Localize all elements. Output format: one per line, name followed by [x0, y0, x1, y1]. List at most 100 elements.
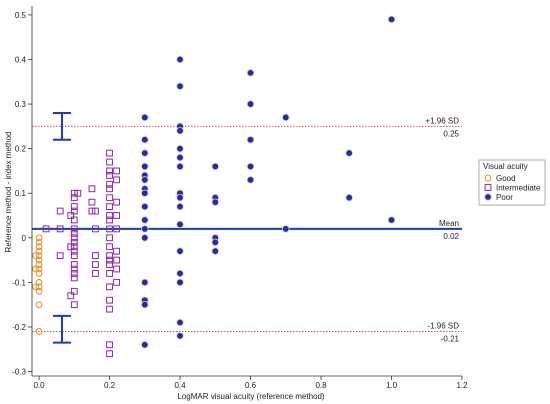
y-tick-label: 0.1 — [15, 189, 27, 198]
series-intermediate — [42, 149, 120, 358]
data-point — [56, 252, 64, 260]
data-point — [92, 261, 99, 268]
data-point — [32, 265, 39, 273]
data-point — [67, 243, 75, 251]
data-point — [176, 55, 184, 64]
data-point — [176, 247, 184, 255]
legend-marker-good — [484, 174, 492, 182]
data-point — [113, 265, 120, 273]
legend-label-good: Good — [496, 174, 516, 183]
data-point — [141, 341, 149, 349]
y-tick-label: -0.2 — [12, 323, 26, 332]
reference-label-upper: +1.96 SD — [425, 116, 459, 125]
error-bars — [52, 111, 71, 344]
data-point — [88, 207, 96, 215]
data-point — [106, 194, 113, 202]
data-point — [32, 283, 39, 291]
data-point — [88, 198, 96, 206]
data-point — [35, 265, 43, 273]
data-point — [246, 136, 255, 144]
data-point — [113, 212, 120, 219]
data-point — [106, 203, 113, 211]
data-point — [176, 162, 184, 171]
data-point — [345, 149, 353, 157]
data-point — [70, 189, 78, 197]
data-point — [106, 261, 113, 268]
data-point — [106, 305, 113, 313]
data-point — [176, 193, 184, 202]
data-point — [387, 15, 396, 24]
reference-label-mean: Mean — [439, 219, 459, 228]
data-point — [35, 301, 43, 309]
data-point — [67, 292, 75, 300]
data-point — [56, 207, 64, 215]
data-point — [211, 238, 219, 246]
data-point — [141, 216, 149, 224]
data-point — [35, 261, 43, 268]
data-point — [35, 243, 43, 251]
data-point — [35, 270, 43, 277]
data-point — [141, 136, 149, 144]
data-point — [35, 328, 43, 335]
data-point — [246, 100, 255, 108]
y-tick-label: 0.3 — [15, 100, 27, 109]
data-point — [106, 283, 113, 291]
data-point — [92, 252, 99, 260]
data-point — [56, 225, 64, 233]
data-point — [92, 270, 99, 277]
data-point — [70, 225, 78, 233]
data-point — [70, 216, 78, 224]
data-point — [70, 243, 78, 251]
legend-label-intermediate: Intermediate — [496, 184, 541, 193]
data-point — [70, 252, 78, 260]
data-point — [113, 278, 120, 286]
data-point — [88, 185, 96, 193]
data-point — [141, 176, 149, 184]
data-point — [141, 189, 149, 197]
x-tick-label: 0.0 — [33, 381, 45, 390]
data-point — [42, 225, 50, 233]
legend-title: Visual acuity — [483, 162, 528, 171]
data-point — [70, 203, 78, 211]
data-point — [176, 153, 184, 162]
data-point — [106, 212, 113, 219]
data-points — [32, 15, 396, 358]
data-point — [113, 198, 120, 206]
x-tick-label: 1.0 — [386, 381, 398, 390]
reference-value-upper: 0.25 — [443, 129, 459, 138]
data-point — [141, 278, 149, 287]
data-point — [106, 341, 113, 349]
data-point — [113, 225, 120, 233]
data-point — [35, 287, 43, 295]
data-point — [176, 82, 184, 90]
data-point — [113, 256, 120, 264]
reference-lines: +1.96 SD 0.25 Mean 0.02 -1.96 SD -0.21 — [32, 116, 462, 343]
data-point — [32, 252, 39, 260]
x-tick-label: 0.8 — [315, 381, 327, 390]
data-point — [141, 234, 149, 242]
data-point — [141, 149, 149, 157]
data-point — [141, 225, 149, 233]
data-point — [211, 247, 219, 255]
data-point — [106, 180, 113, 188]
data-point — [106, 234, 113, 242]
data-point — [176, 332, 184, 340]
data-point — [70, 270, 78, 277]
y-tick-label: -0.3 — [12, 368, 26, 377]
data-point — [176, 278, 184, 287]
data-point — [176, 220, 184, 229]
x-tick-label: 0.6 — [245, 381, 257, 390]
y-tick-label: 0.5 — [15, 11, 27, 20]
data-point — [70, 287, 78, 295]
data-point — [106, 252, 113, 260]
data-point — [176, 127, 184, 135]
data-point — [74, 189, 82, 197]
series-good — [32, 234, 43, 335]
data-point — [211, 162, 219, 171]
data-point — [113, 247, 120, 255]
y-tick-label: -0.1 — [12, 278, 26, 287]
data-point — [113, 167, 120, 175]
data-point — [92, 207, 99, 215]
data-point — [70, 247, 78, 255]
y-axis-title: Reference method - index method — [4, 132, 13, 253]
